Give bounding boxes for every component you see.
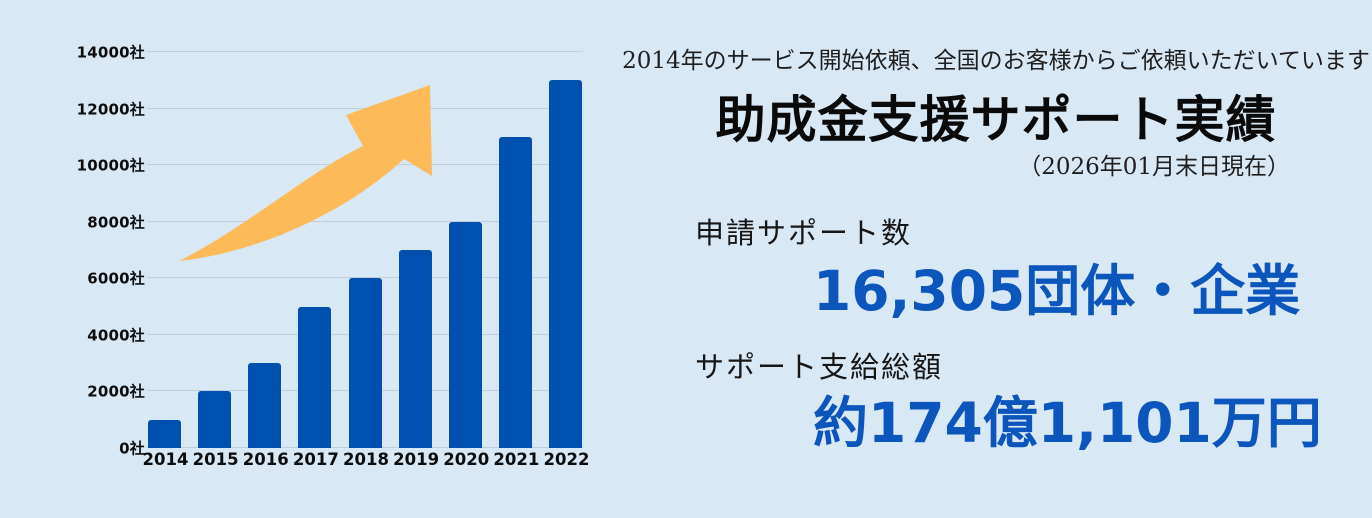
x-axis: 2014 2015 2016 2017 2018 2019 2020 2021 2022 — [143, 450, 590, 474]
y-axis-tick-label: 6000社 — [87, 269, 145, 288]
y-axis-tick-label: 0社 — [119, 439, 145, 458]
support-bar-chart: 0社 2000社 4000社 6000社 8000社 10000社 12000社 14000社… — [0, 0, 620, 518]
chart-bar-2019 — [398, 250, 432, 448]
chart-bar-2022 — [549, 80, 582, 448]
y-axis-tick-label: 10000社 — [76, 156, 145, 175]
y-axis: 0社 2000社 4000社 6000社 8000社 10000社 12000社 14000社 — [55, 44, 145, 458]
x-axis-tick-label: 2020 — [443, 450, 490, 469]
gridline — [147, 51, 583, 52]
chart-bar-2021 — [498, 136, 532, 448]
x-axis-tick-label: 2014 — [142, 450, 189, 469]
y-axis-tick-label: 14000社 — [76, 43, 145, 62]
x-axis-tick-label: 2018 — [343, 450, 389, 469]
x-axis-tick-label: 2019 — [393, 450, 440, 469]
chart-bar-2018 — [348, 278, 382, 448]
x-axis-tick-label: 2022 — [543, 450, 590, 469]
chart-bar-2020 — [448, 221, 482, 448]
chart-bar-2016 — [248, 363, 282, 448]
chart-bar-2014 — [148, 419, 181, 448]
as-of-date: （2026年01月末日現在） — [1018, 154, 1290, 180]
x-axis-tick-label: 2015 — [192, 450, 239, 469]
stat-value-total-amount: 約174億1,101万円 — [813, 391, 1322, 455]
chart-bar-2017 — [298, 306, 332, 448]
intro-text: 2014年のサービス開始依頼、全国のお客様からご依頼いただいています — [622, 48, 1370, 74]
chart-bar-2015 — [198, 391, 232, 448]
y-axis-tick-label: 4000社 — [87, 326, 145, 345]
y-axis-tick-label: 2000社 — [87, 382, 145, 401]
stats-panel: 2014年のサービス開始依頼、全国のお客様からご依頼いただいています 助成金支援… — [620, 0, 1372, 518]
x-axis-tick-label: 2016 — [242, 450, 289, 469]
stat-label-total-amount: サポート支給総額 — [695, 350, 944, 384]
page-title: 助成金支援サポート実績 — [715, 90, 1277, 149]
chart-plot-area — [147, 51, 583, 448]
y-axis-tick-label: 8000社 — [87, 213, 145, 232]
stat-label-applications: 申請サポート数 — [695, 216, 913, 250]
gridline — [147, 107, 583, 109]
x-axis-tick-label: 2017 — [292, 450, 339, 469]
x-axis-tick-label: 2021 — [493, 450, 540, 469]
y-axis-tick-label: 12000社 — [76, 100, 145, 119]
gridline — [147, 277, 583, 279]
stat-value-applications: 16,305団体・企業 — [813, 259, 1301, 323]
